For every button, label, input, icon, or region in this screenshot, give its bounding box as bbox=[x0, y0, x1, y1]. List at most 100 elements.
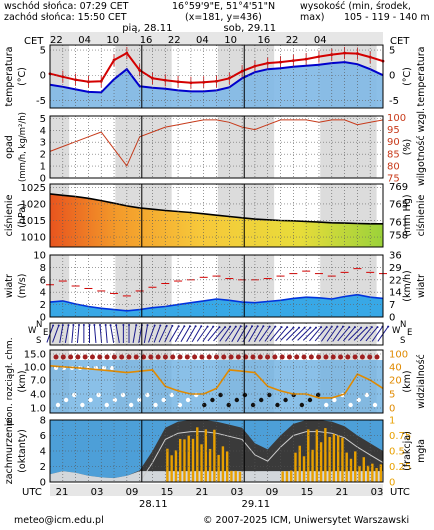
panel-frame bbox=[49, 349, 384, 414]
cloud-cover-axis-unit: (oktanty) bbox=[17, 429, 28, 473]
fog-dot bbox=[80, 402, 85, 408]
precipitation-axis-unit: (mm/h, kg/m²/h) bbox=[18, 112, 28, 182]
utc-label-right: UTC bbox=[390, 487, 410, 498]
temperature-axis-label-right: temperatura bbox=[416, 47, 427, 107]
night-shade bbox=[320, 116, 377, 178]
day-label: pią, 28.11 bbox=[122, 23, 172, 34]
fog-dot bbox=[324, 402, 329, 408]
fog-fraction-bar bbox=[196, 427, 199, 482]
bottom-hour-tick: 03 bbox=[91, 487, 104, 498]
fog-dot bbox=[348, 402, 353, 408]
wind-direction-arrow bbox=[365, 326, 378, 342]
wind-direction-head bbox=[194, 325, 197, 328]
sunset-label: zachód słońca: 15:50 CET bbox=[4, 12, 127, 23]
cloud-top-dot bbox=[279, 354, 285, 360]
fog-fraction-bar bbox=[285, 471, 289, 482]
fog-dot bbox=[283, 397, 288, 403]
wind-direction-arrow bbox=[158, 325, 168, 343]
contact-email[interactable]: meteo@icm.edu.pl bbox=[14, 515, 104, 526]
wind-direction-arrow bbox=[297, 327, 311, 341]
fog-fraction-bar bbox=[371, 463, 374, 482]
humidity-tick: 80 bbox=[387, 161, 400, 172]
cloud-top-dot bbox=[104, 354, 110, 360]
wind-tick-right: 7 bbox=[389, 300, 395, 311]
wind-direction-head bbox=[146, 324, 149, 327]
cloud-top-dot bbox=[228, 354, 234, 360]
pressure-tick-right: 761 bbox=[389, 217, 408, 228]
fog-dot bbox=[307, 397, 313, 403]
fog-fraction-bar bbox=[183, 439, 186, 482]
temperature-tick-left: 5 bbox=[40, 46, 46, 57]
fog-fraction-bar bbox=[294, 452, 297, 482]
bottom-hour-tick: 09 bbox=[266, 487, 279, 498]
wind-direction-arrow bbox=[231, 325, 242, 343]
grid-point-label: (x=181, y=436) bbox=[185, 12, 262, 23]
wind-direction-head bbox=[72, 324, 75, 327]
wind-direction-arrow bbox=[164, 325, 173, 343]
cloud-top-dot bbox=[97, 354, 103, 360]
fog-dot bbox=[72, 392, 77, 398]
precipitation-tick: 1 bbox=[40, 162, 46, 173]
fog-fraction-bar bbox=[328, 436, 331, 482]
wind-direction-arrow bbox=[110, 325, 115, 343]
fog-dot bbox=[267, 392, 272, 398]
top-axis-band bbox=[50, 32, 383, 44]
wind-direction-head bbox=[135, 324, 138, 327]
bottom-hour-tick: 03 bbox=[231, 487, 244, 498]
wind-direction-head bbox=[262, 325, 265, 328]
fog-dot bbox=[372, 402, 378, 408]
visibility-axis-label: widzialność bbox=[416, 354, 427, 409]
cloud-top-dot bbox=[177, 354, 183, 360]
wind-direction-head bbox=[165, 324, 168, 327]
pressure-axis-label: ciśnienie bbox=[4, 194, 15, 236]
pressure-tick-right: 758 bbox=[389, 231, 408, 242]
cloud-top-dot bbox=[374, 354, 380, 360]
dewpoint-area bbox=[50, 62, 383, 108]
cloud-top-dot bbox=[250, 354, 256, 360]
wind-tick-right: 29 bbox=[389, 263, 402, 274]
fog-fraction-bar bbox=[358, 465, 361, 482]
wind-direction-arrow bbox=[174, 325, 185, 343]
cet-label-left: CET bbox=[24, 36, 44, 47]
wind-dir-label-w-right: W bbox=[392, 326, 401, 336]
cloud-top-dot bbox=[294, 354, 300, 360]
bottom-hour-tick: 03 bbox=[371, 487, 384, 498]
wind-direction-arrow bbox=[269, 326, 282, 342]
wind-direction-head bbox=[325, 326, 328, 329]
panel-frame bbox=[49, 44, 384, 109]
night-shade bbox=[115, 116, 172, 178]
top-hour-tick: 10 bbox=[106, 35, 119, 46]
wind-direction-arrow bbox=[64, 325, 69, 343]
precipitation-axis-label: opad bbox=[4, 135, 15, 159]
wind-direction-head bbox=[336, 325, 339, 328]
cloud-cover-tick: 0 bbox=[40, 478, 46, 489]
cloud-cover-tick: 2 bbox=[40, 462, 46, 473]
cloud-top-dot bbox=[89, 354, 95, 360]
temperature-tick-left: 0 bbox=[40, 71, 46, 82]
wind-direction-arrow bbox=[280, 327, 294, 341]
fog-dot bbox=[299, 402, 305, 408]
fog-dot bbox=[226, 402, 231, 408]
bottom-date-label: 29.11 bbox=[241, 499, 270, 510]
fog-fraction-bar bbox=[170, 455, 173, 482]
fog-axis-label: mgła bbox=[416, 439, 427, 463]
top-hour-tick: 22 bbox=[168, 35, 181, 46]
pressure-axis-unit-right: (mm Hg) bbox=[402, 194, 413, 236]
cloud-top-dot bbox=[221, 354, 227, 360]
temperature-tick-right: 5 bbox=[389, 46, 395, 57]
pressure-tick-left: 1025 bbox=[21, 183, 46, 194]
cloud-top-dot bbox=[286, 354, 292, 360]
wind-direction-head bbox=[274, 325, 277, 328]
temperature-point bbox=[343, 51, 346, 55]
wind-direction-arrow bbox=[337, 326, 350, 342]
cloud-top-dot bbox=[206, 354, 212, 360]
fog-fraction-bar bbox=[281, 471, 284, 482]
sunrise-label: wschód słońca: 07:29 CET bbox=[4, 1, 129, 12]
wind-direction-arrow bbox=[332, 326, 344, 342]
wind-axis-unit-right: (km/h) bbox=[402, 270, 413, 301]
wind-direction-head bbox=[67, 324, 70, 327]
wind-dir-label-s-right: S bbox=[400, 336, 405, 346]
fog-fraction-bar bbox=[179, 438, 182, 482]
panel-frame bbox=[49, 254, 384, 318]
temperature-point bbox=[355, 52, 359, 55]
